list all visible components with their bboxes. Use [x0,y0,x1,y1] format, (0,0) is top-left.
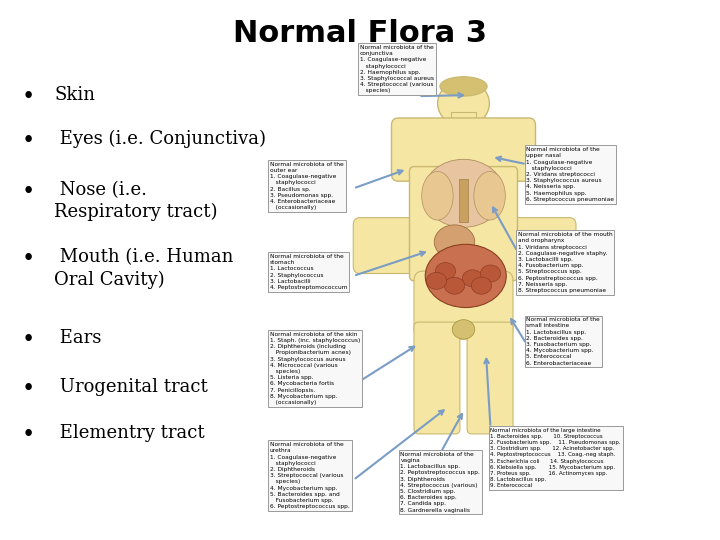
Text: Normal microbiota of the
vagina
1. Lactobacillus spp.
2. Peptostreptococcus spp.: Normal microbiota of the vagina 1. Lacto… [400,452,480,512]
Bar [451,112,476,130]
Ellipse shape [436,262,456,280]
Ellipse shape [426,244,506,307]
FancyBboxPatch shape [392,118,536,181]
Text: Normal microbiota of the
upper nasal
1. Coagulase-negative
   staphylococci
2. V: Normal microbiota of the upper nasal 1. … [526,147,614,202]
Text: Normal microbiota of the large intestine
1. Bacteroides spp.      10. Streptococ: Normal microbiota of the large intestine… [490,428,621,488]
Text: •: • [22,181,35,203]
Ellipse shape [434,225,474,259]
Ellipse shape [444,277,464,294]
Text: Ears: Ears [54,329,102,347]
Ellipse shape [472,277,492,294]
Ellipse shape [423,159,504,227]
Text: Normal microbiota of the
conjunctiva
1. Coagulase-negative
   staphylococci
2. H: Normal microbiota of the conjunctiva 1. … [360,45,434,93]
Ellipse shape [422,171,453,220]
Ellipse shape [426,272,446,289]
Ellipse shape [474,171,505,220]
Text: Normal microbiota of the
stomach
1. Lactococcus
2. Staphylococcus
3. Lactobacill: Normal microbiota of the stomach 1. Lact… [270,254,348,290]
Ellipse shape [452,320,474,339]
FancyBboxPatch shape [354,218,423,273]
Text: •: • [22,378,35,400]
Ellipse shape [462,270,482,287]
Text: Normal microbiota of the
urethra
1. Coagulase-negative
   staphylococci
2. Dipht: Normal microbiota of the urethra 1. Coag… [270,442,350,509]
Ellipse shape [480,265,500,282]
Text: •: • [22,329,35,352]
Text: Normal microbiota of the skin
1. Staph. (inc. staphylococcus)
2. Diphtheroids (i: Normal microbiota of the skin 1. Staph. … [270,332,361,405]
Text: Normal Flora 3: Normal Flora 3 [233,19,487,48]
Text: •: • [22,248,35,271]
Text: Mouth (i.e. Human
Oral Cavity): Mouth (i.e. Human Oral Cavity) [54,248,233,289]
Text: Urogenital tract: Urogenital tract [54,378,208,396]
Ellipse shape [438,80,490,126]
Text: Nose (i.e.
Respiratory tract): Nose (i.e. Respiratory tract) [54,181,217,221]
Text: Skin: Skin [54,86,95,104]
FancyBboxPatch shape [414,271,513,339]
Text: •: • [22,130,35,152]
Ellipse shape [440,77,487,96]
Text: Normal microbiota of the
outer ear
1. Coagulase-negative
   staphylococci
2. Bac: Normal microbiota of the outer ear 1. Co… [270,161,343,210]
Text: Elementry tract: Elementry tract [54,424,204,442]
FancyBboxPatch shape [467,322,513,434]
Text: Eyes (i.e. Conjunctiva): Eyes (i.e. Conjunctiva) [54,130,266,148]
Text: Normal microbiota of the
small intestine
1. Lactobacillus spp.
2. Bacteroides sp: Normal microbiota of the small intestine… [526,317,600,366]
Bar [459,179,468,222]
FancyBboxPatch shape [414,322,460,434]
Text: •: • [22,424,35,446]
FancyBboxPatch shape [410,166,518,281]
FancyBboxPatch shape [506,218,576,273]
Text: •: • [22,86,35,109]
Text: Normal microbiota of the mouth
and oropharynx
1. Viridans streptococci
2. Coagul: Normal microbiota of the mouth and oroph… [518,232,612,293]
